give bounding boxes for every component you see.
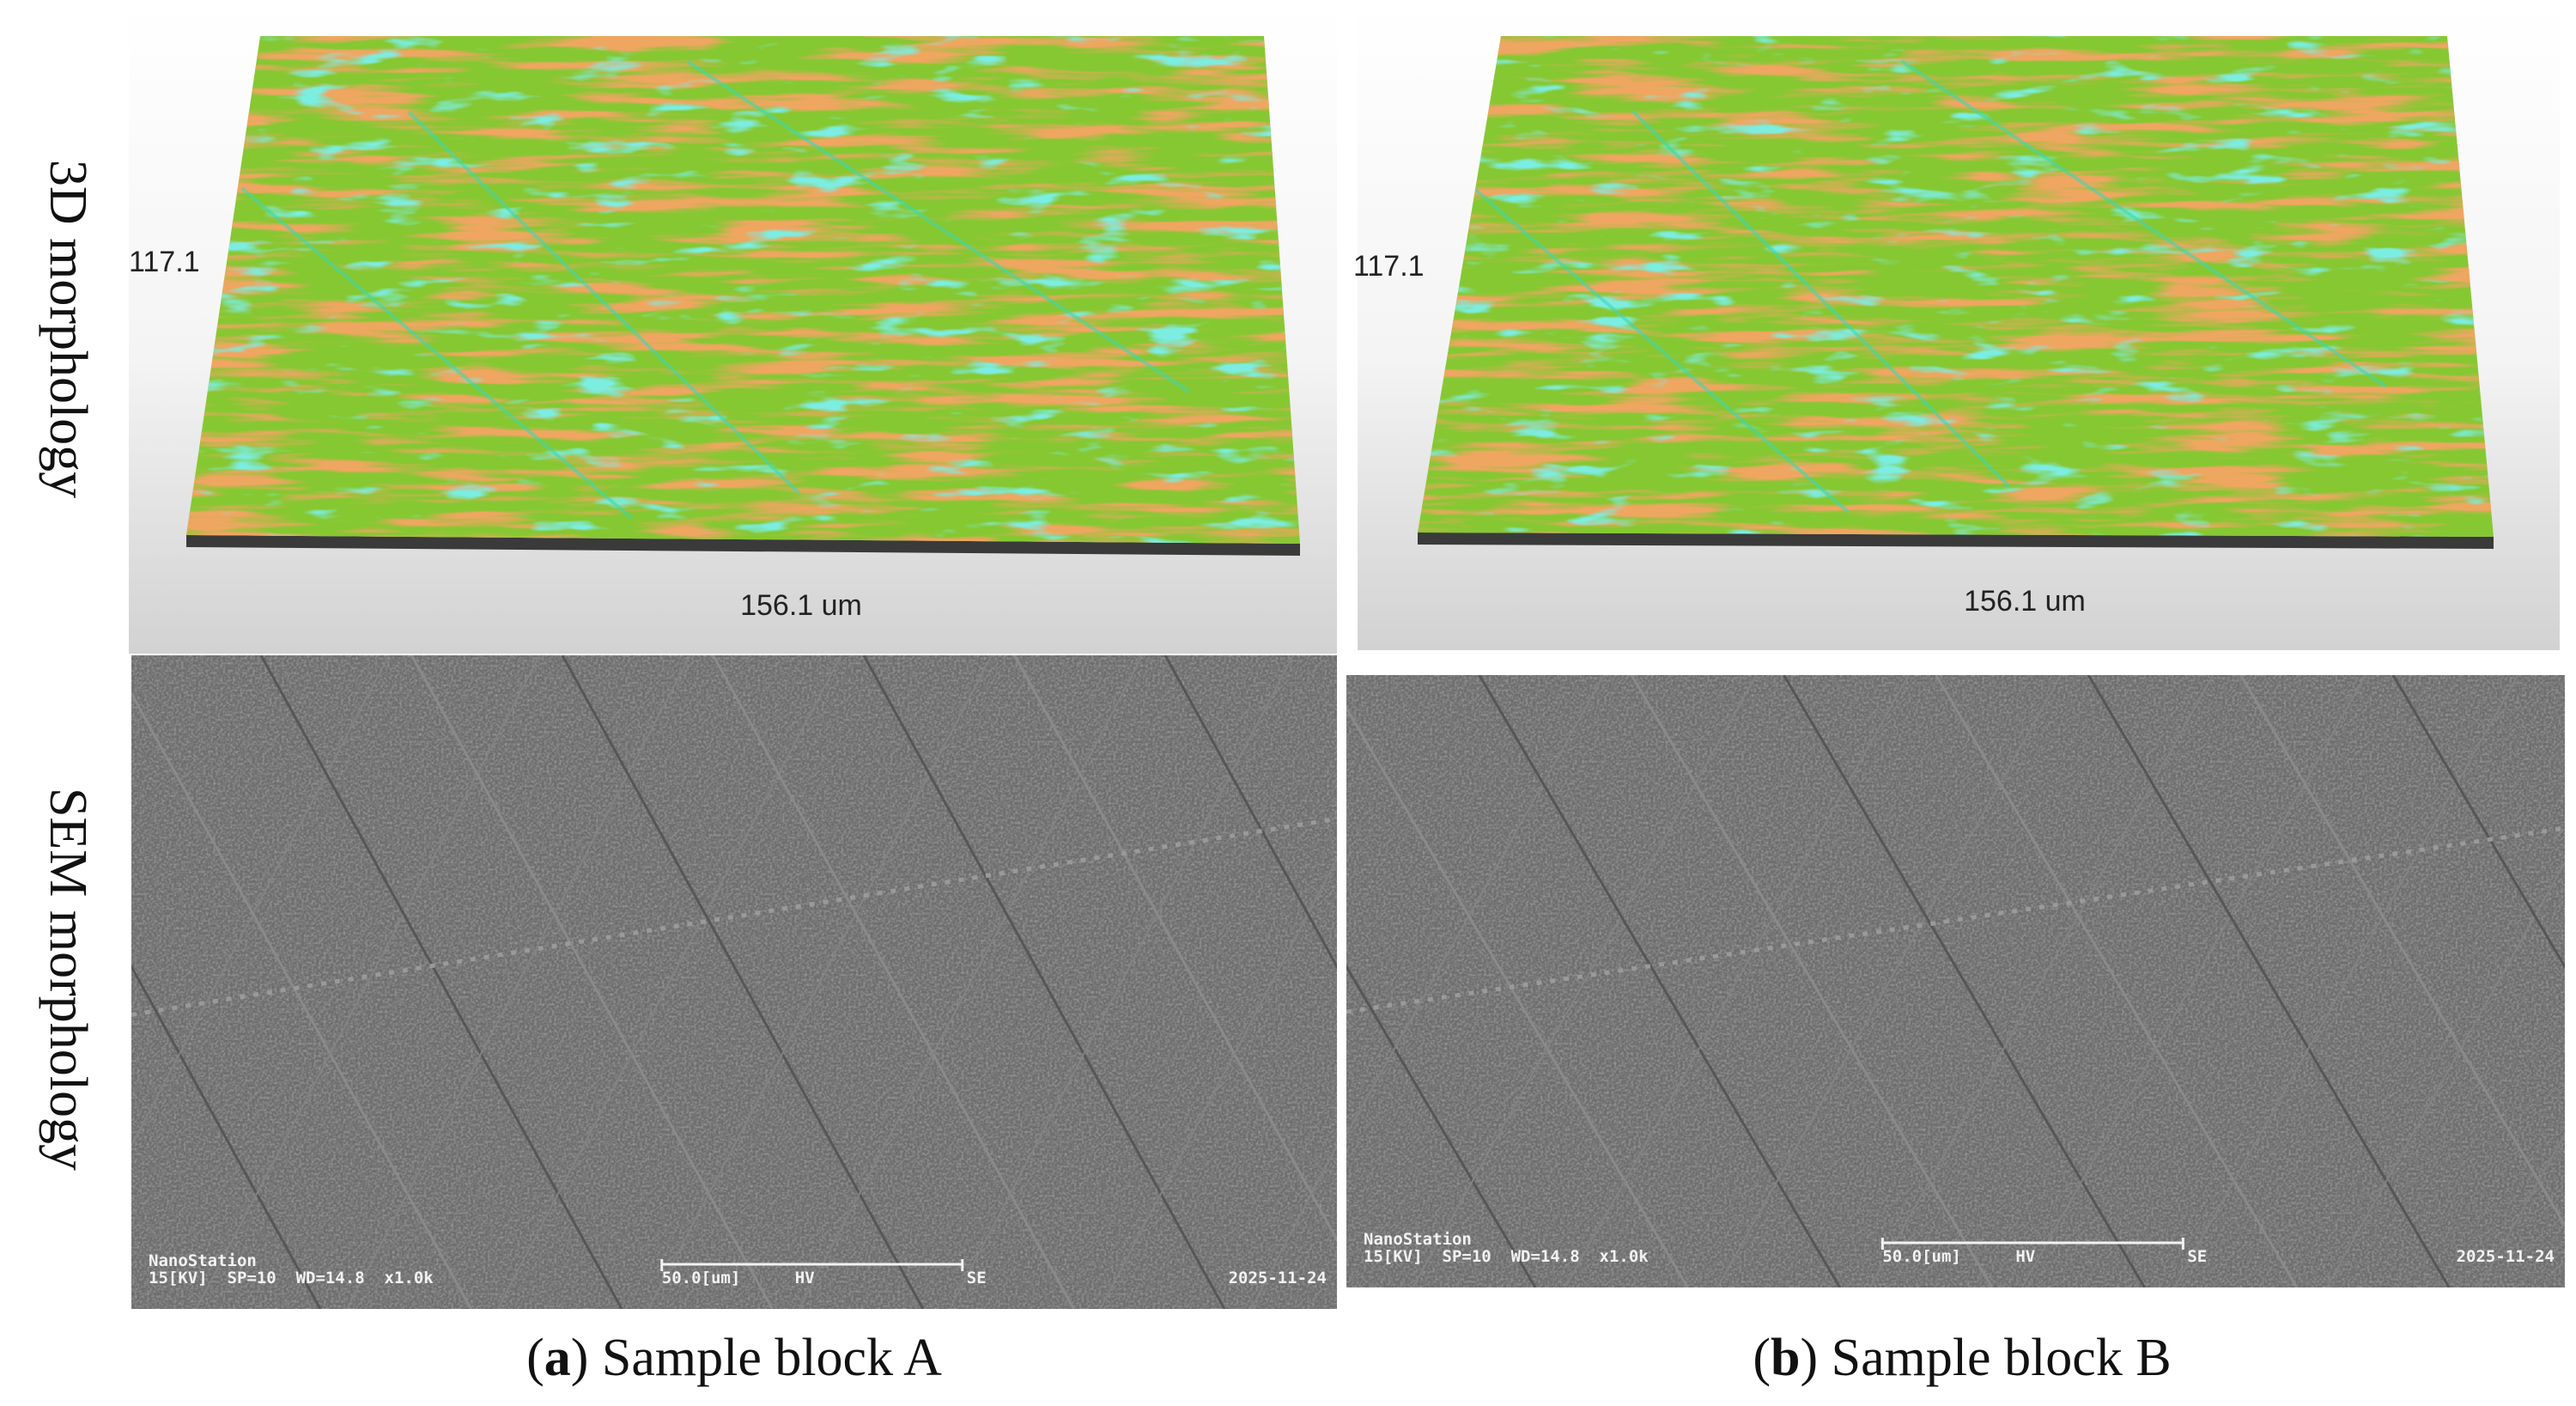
caption-text: ) Sample block A [571,1329,942,1387]
surface-edge [1418,533,2494,549]
scratch [2325,861,2565,1287]
surface [186,36,1300,544]
scratch [1478,675,1842,1287]
sem-hv: HV [2015,1247,2035,1266]
scratch [1099,856,1337,1309]
scratch [496,655,842,1309]
caption-open: ( [526,1329,544,1387]
scratch [2021,675,2366,1287]
caption: (b) Sample block B [1753,1329,2171,1387]
scratch [1346,675,1605,1136]
scratch [259,655,623,1309]
scratch [949,655,1294,1309]
scratch [1900,59,2387,388]
scratch [195,655,541,1309]
caption-letter: a [544,1329,571,1387]
scratch [1716,675,2062,1287]
scratch [1346,964,1537,1287]
sem-date: 2025-11-24 [2457,1247,2555,1266]
caption: (a) Sample block A [526,1329,942,1387]
surface-valleys [1418,36,2494,537]
width-label: 156.1 um [1964,585,2086,618]
sem-scale: 50.0[um] [662,1269,741,1287]
scratch [1250,1143,1337,1309]
row-label: SEM morphology [39,788,97,1171]
scratch [131,816,1337,1018]
sem-grain [1346,675,2565,1287]
height-label: 117.1 [129,246,200,278]
scratch [686,59,1190,393]
scratch [2478,1132,2565,1287]
scratch [1412,675,1758,1287]
scratch [1013,655,1337,1243]
width-label: 156.1 um [740,589,862,622]
scratch [346,655,691,1309]
surface-valleys [186,36,1300,544]
scratch [1630,675,1994,1287]
scratch [1346,705,1689,1287]
sem-detector: SE [967,1269,987,1287]
scratch [561,655,925,1309]
row-label: 3D morphology [39,160,97,498]
scratch [2239,675,2565,1228]
scratch [2087,675,2451,1287]
caption-text: ) Sample block B [1800,1329,2171,1387]
sem-scale: 50.0[um] [1882,1247,1961,1266]
scratch [2173,675,2519,1287]
scratch [1163,655,1337,970]
height-label: 117.1 [1353,250,1425,283]
scratch [131,655,390,1147]
caption-open: ( [1753,1329,1771,1387]
sem-scratches [131,655,1337,1309]
sem-date: 2025-11-24 [1229,1269,1327,1287]
scratch [1564,675,1910,1287]
sem-hv: HV [795,1269,815,1287]
scratch [1783,675,2146,1287]
scratch [1631,110,2011,489]
scratch [1868,675,2215,1287]
scratch [410,655,774,1309]
sem-instrument: NanoStation [149,1251,257,1270]
scratch [240,186,634,520]
scratch [2391,675,2565,970]
sem-scratches [1346,675,2565,1287]
scratch [862,655,1226,1309]
sem-detector: SE [2187,1247,2207,1266]
caption-letter: b [1771,1329,1800,1387]
sem-params: 15[KV] SP=10 WD=14.8 x1.0k [1364,1247,1649,1266]
scratch [712,655,1075,1309]
scratch [408,111,800,495]
scratch [1470,185,1850,514]
scratch [798,655,1144,1309]
surface [1418,36,2494,537]
sem-instrument: NanoStation [1364,1230,1472,1249]
scratch [131,964,322,1309]
surface-edge [186,535,1300,556]
scratch [131,691,472,1309]
sem-params: 15[KV] SP=10 WD=14.8 x1.0k [149,1269,434,1287]
scratch [1935,675,2299,1287]
sem-grain [131,655,1337,1309]
scratch [647,655,993,1309]
